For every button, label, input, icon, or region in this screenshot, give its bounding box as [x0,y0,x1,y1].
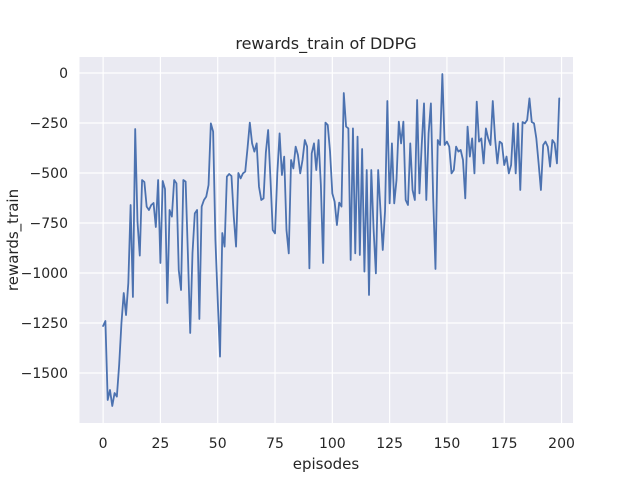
y-tick-label: 0 [59,66,68,82]
x-tick-label: 50 [209,436,227,452]
x-tick-label: 0 [99,436,108,452]
x-tick-label: 75 [266,436,284,452]
x-tick-label: 100 [319,436,346,452]
series-line [102,73,561,407]
x-axis-label: episodes [292,455,360,473]
x-tick-label: 25 [151,436,169,452]
y-tick-label: −500 [30,166,68,182]
y-axis-label: rewards_train [4,188,22,292]
y-tick-label: −250 [30,116,68,132]
x-tick-label: 200 [548,436,575,452]
y-tick-label: −1250 [21,316,68,332]
y-tick-label: −1000 [21,266,68,282]
y-tick-label: −1500 [21,366,68,382]
x-tick-label: 175 [491,436,518,452]
x-tick-label: 150 [434,436,461,452]
chart-title: rewards_train of DDPG [235,34,417,53]
x-tick-label: 125 [376,436,403,452]
y-tick-label: −750 [30,216,68,232]
plot-area-background [79,57,573,423]
